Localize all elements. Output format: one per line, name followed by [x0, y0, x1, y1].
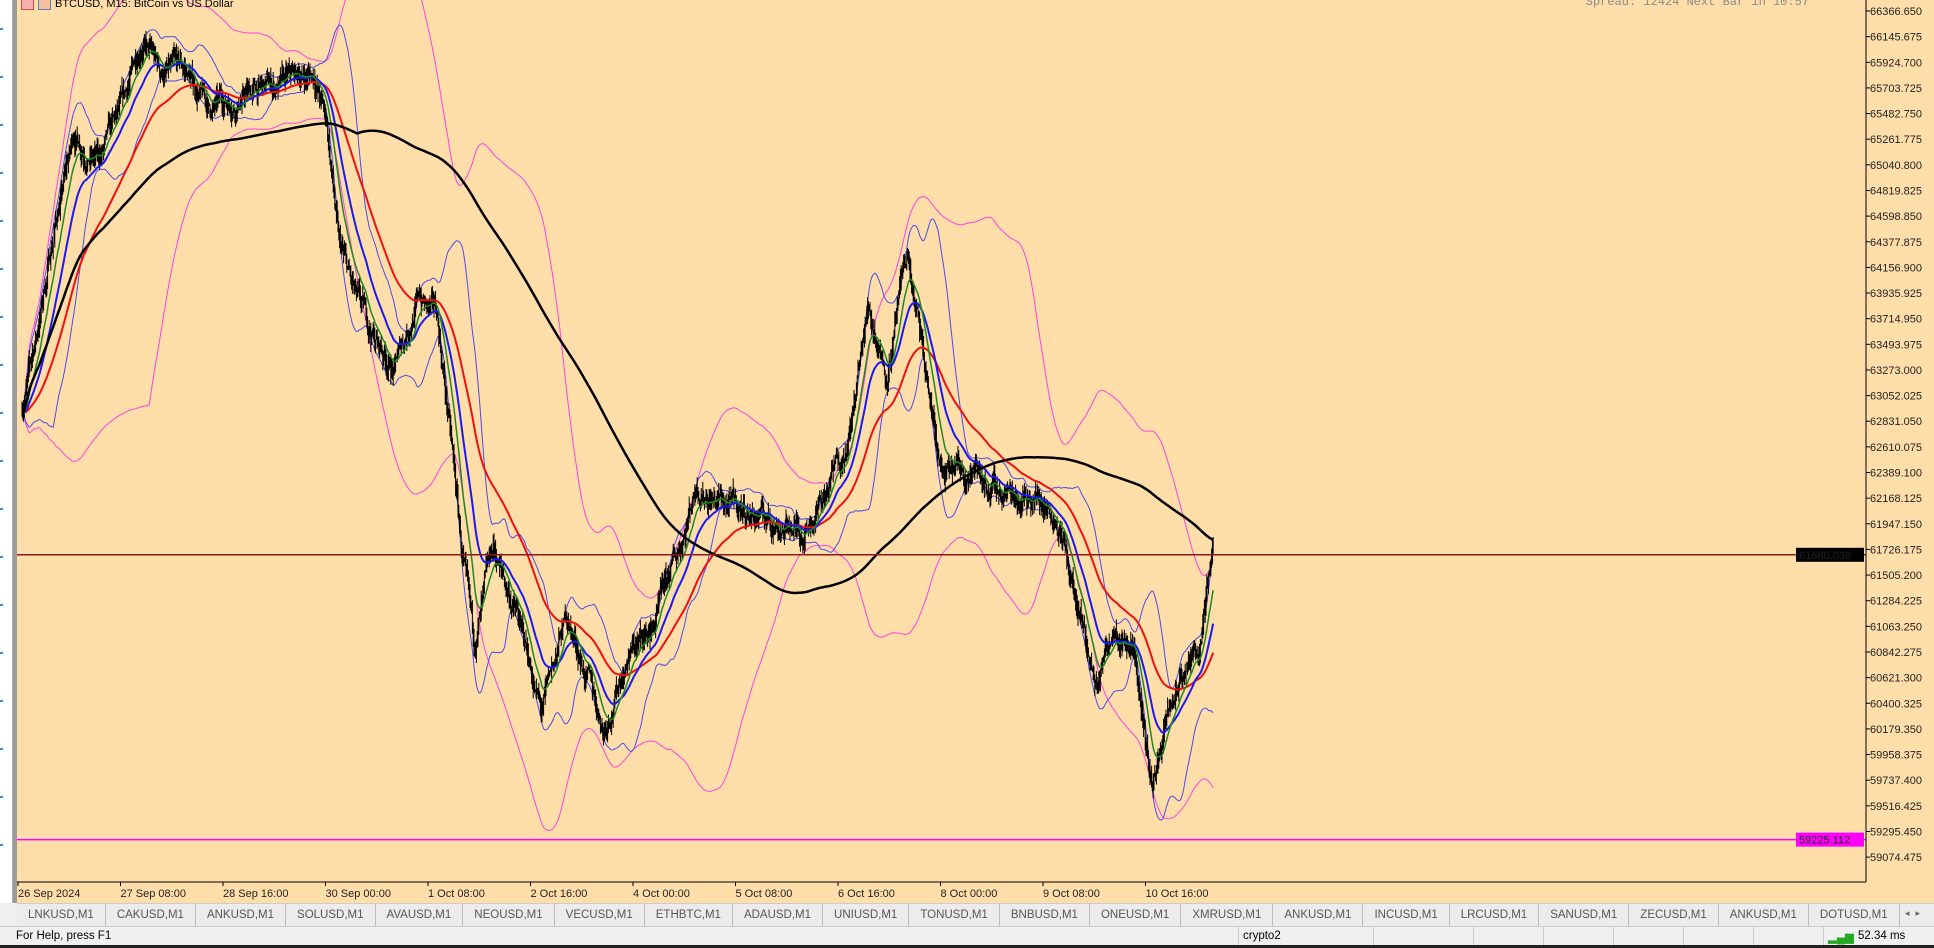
chart-window[interactable]: 61680.038 59225.112 66366.650 66145.675 6592… [17, 0, 1934, 903]
time-tick-label: 6 Oct 16:00 [838, 888, 895, 900]
price-tick-label: 65482.750 [1870, 109, 1922, 121]
moving-average-slow [22, 81, 1215, 691]
price-tick-label: 65261.775 [1870, 134, 1922, 146]
price-tick-label: 59074.475 [1870, 852, 1922, 864]
price-tick-label: 65703.725 [1870, 83, 1922, 95]
tab-scroll-arrows-icon[interactable]: ◂▸ [1904, 908, 1926, 918]
navigator-panel-edge[interactable] [0, 0, 13, 903]
time-tick-label: 2 Oct 16:00 [531, 888, 588, 900]
price-tick-label: 59295.450 [1870, 826, 1922, 838]
chart-tab[interactable]: ONEUSD,M1 [1090, 904, 1182, 926]
time-tick-label: 30 Sep 00:00 [326, 888, 391, 900]
time-tick-label: 26 Sep 2024 [18, 888, 80, 900]
price-tick-label: 60400.325 [1870, 698, 1922, 710]
chart-title-bar: BTCUSD, M15: BitCoin vs US Dollar [21, 0, 234, 10]
price-tick-label: 64377.875 [1870, 237, 1922, 249]
price-tick-label: 60842.275 [1870, 647, 1922, 659]
price-tick-label: 61726.175 [1870, 544, 1922, 556]
chart-tab[interactable]: DOTUSD,M1 [1809, 904, 1900, 926]
time-tick-label: 8 Oct 00:00 [941, 888, 998, 900]
chart-tab[interactable]: ANKUSD,M1 [196, 904, 287, 926]
help-text: For Help, press F1 [16, 930, 112, 942]
price-tick-label: 64156.900 [1870, 262, 1922, 274]
chart-grid-icon[interactable] [21, 0, 34, 10]
inner-band-upper [21, 24, 1214, 689]
price-tick-label: 62831.050 [1870, 416, 1922, 428]
chart-tab[interactable]: TONUSD,M1 [909, 904, 1000, 926]
price-tick-label: 61063.250 [1870, 621, 1922, 633]
price-tick-label: 59516.425 [1870, 801, 1922, 813]
chart-tab[interactable]: VECUSD,M1 [555, 904, 645, 926]
price-tick-label: 61284.225 [1870, 596, 1922, 608]
candles [21, 30, 1214, 799]
chart-tab[interactable]: UNIUSD,M1 [823, 904, 910, 926]
chart-tab[interactable]: SANUSD,M1 [1539, 904, 1630, 926]
price-tick-label: 62168.125 [1870, 493, 1922, 505]
price-tick-label: 59737.400 [1870, 775, 1922, 787]
price-chart[interactable]: 61680.038 59225.112 66366.650 66145.675 6592… [17, 0, 1934, 903]
price-tick-label: 65924.700 [1870, 57, 1922, 69]
price-level-label: 61680.038 [1799, 550, 1851, 562]
chart-tab[interactable]: CAKUSD,M1 [106, 904, 196, 926]
time-tick-label: 27 Sep 08:00 [121, 888, 186, 900]
chart-tab[interactable]: ANKUSD,M1 [1273, 904, 1364, 926]
chart-tab[interactable]: INCUSD,M1 [1363, 904, 1450, 926]
spread-info: Spread: 12424 Next Bar in 10:57 [1585, 0, 1809, 9]
price-tick-label: 64819.825 [1870, 185, 1922, 197]
time-tick-label: 4 Oct 00:00 [633, 888, 690, 900]
time-tick-label: 28 Sep 16:00 [223, 888, 288, 900]
chart-tabs: LNKUSD,M1 CAKUSD,M1 ANKUSD,M1 SOLUSD,M1 AVAU… [17, 903, 1934, 926]
chart-properties-icon[interactable] [38, 0, 51, 10]
outer-band-lower [21, 118, 1214, 832]
moving-average-mid [22, 61, 1215, 734]
chart-tab[interactable]: ANKUSD,M1 [1719, 904, 1809, 926]
status-bar: For Help, press F1 crypto2 ▂▄▆ 52.34 ms [0, 926, 1934, 946]
moving-average-fast [21, 50, 1214, 758]
ping-value: 52.34 ms [1858, 930, 1906, 942]
profile-name: crypto2 [1243, 930, 1281, 942]
time-tick-label: 5 Oct 08:00 [736, 888, 793, 900]
taskbar-edge [0, 945, 1934, 948]
price-level-label-bg [1796, 547, 1864, 562]
connection-signal-icon: ▂▄▆ [1828, 932, 1854, 944]
price-tick-label: 63714.950 [1870, 314, 1922, 326]
price-tick-label: 60179.350 [1870, 724, 1922, 736]
price-tick-label: 64598.850 [1870, 211, 1922, 223]
time-tick-label: 1 Oct 08:00 [428, 888, 485, 900]
price-level-label-bg [1796, 832, 1864, 847]
chart-tab[interactable]: BNBUSD,M1 [1000, 904, 1090, 926]
panel-splitter[interactable] [13, 0, 17, 903]
price-tick-label: 59958.375 [1870, 750, 1922, 762]
price-tick-label: 62610.075 [1870, 442, 1922, 454]
price-tick-label: 65040.800 [1870, 160, 1922, 172]
chart-tab[interactable]: XMRUSD,M1 [1181, 904, 1274, 926]
price-tick-label: 66145.675 [1870, 32, 1922, 44]
outer-band-upper [21, 0, 1214, 599]
time-tick-label: 9 Oct 08:00 [1043, 888, 1100, 900]
price-tick-label: 66366.650 [1870, 6, 1922, 18]
price-tick-label: 63052.025 [1870, 391, 1922, 403]
chart-tab[interactable]: ETHBTC,M1 [645, 904, 733, 926]
chart-title: BTCUSD, M15: BitCoin vs US Dollar [55, 0, 234, 10]
price-level-label: 59225.112 [1799, 835, 1850, 847]
chart-tab[interactable]: LRCUSD,M1 [1450, 904, 1540, 926]
price-tick-label: 61947.150 [1870, 519, 1922, 531]
price-tick-label: 62389.100 [1870, 468, 1922, 480]
chart-tab[interactable]: NEOUSD,M1 [463, 904, 555, 926]
price-tick-label: 60621.300 [1870, 673, 1922, 685]
price-tick-label: 63493.975 [1870, 339, 1922, 351]
chart-tab[interactable]: AVAUSD,M1 [376, 904, 464, 926]
chart-tab[interactable]: LNKUSD,M1 [17, 904, 106, 926]
moving-average-long [21, 122, 1214, 595]
time-tick-label: 10 Oct 16:00 [1146, 888, 1209, 900]
price-tick-label: 63273.000 [1870, 365, 1922, 377]
chart-tab[interactable]: SOLUSD,M1 [286, 904, 376, 926]
price-tick-label: 63935.925 [1870, 288, 1922, 300]
chart-tab[interactable]: ZECUSD,M1 [1629, 904, 1719, 926]
chart-tab[interactable]: ADAUSD,M1 [733, 904, 824, 926]
price-tick-label: 61505.200 [1870, 570, 1922, 582]
